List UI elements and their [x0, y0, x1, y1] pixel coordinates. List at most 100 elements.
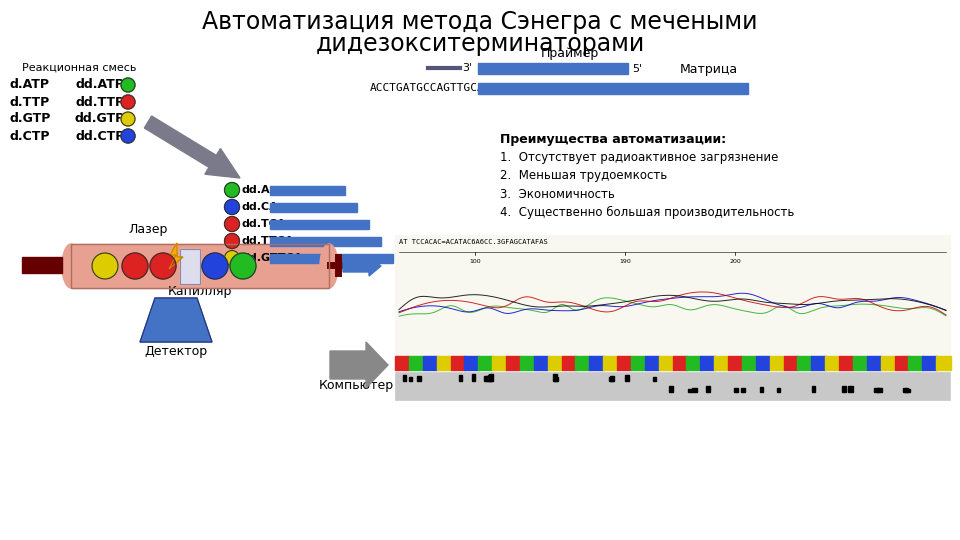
- FancyBboxPatch shape: [603, 356, 617, 370]
- FancyBboxPatch shape: [437, 356, 451, 370]
- Circle shape: [121, 95, 135, 109]
- FancyBboxPatch shape: [180, 249, 200, 284]
- FancyBboxPatch shape: [783, 356, 798, 370]
- FancyBboxPatch shape: [409, 377, 412, 381]
- Text: Детектор: Детектор: [144, 346, 207, 359]
- Text: 4.  Существенно большая производительность: 4. Существенно большая производительност…: [500, 205, 794, 219]
- FancyBboxPatch shape: [826, 356, 839, 370]
- FancyBboxPatch shape: [908, 356, 923, 370]
- Text: dd.CTP: dd.CTP: [75, 130, 125, 143]
- Ellipse shape: [62, 244, 80, 288]
- FancyArrow shape: [343, 256, 381, 276]
- FancyBboxPatch shape: [270, 237, 381, 246]
- FancyBboxPatch shape: [562, 356, 576, 370]
- FancyBboxPatch shape: [645, 356, 660, 370]
- Circle shape: [225, 233, 239, 248]
- FancyBboxPatch shape: [700, 356, 714, 370]
- FancyBboxPatch shape: [923, 356, 937, 370]
- FancyBboxPatch shape: [895, 356, 909, 370]
- FancyBboxPatch shape: [653, 377, 656, 381]
- Text: Матрица: Матрица: [680, 63, 738, 76]
- Text: 190: 190: [619, 259, 631, 264]
- FancyBboxPatch shape: [867, 356, 881, 370]
- FancyBboxPatch shape: [547, 356, 562, 370]
- FancyBboxPatch shape: [395, 372, 950, 400]
- FancyBboxPatch shape: [734, 388, 738, 392]
- FancyBboxPatch shape: [688, 389, 692, 392]
- FancyBboxPatch shape: [488, 375, 492, 381]
- Circle shape: [121, 78, 135, 92]
- Text: dd.GTTCA: dd.GTTCA: [242, 253, 303, 263]
- FancyBboxPatch shape: [478, 63, 628, 74]
- Polygon shape: [169, 243, 183, 269]
- Circle shape: [150, 253, 176, 279]
- Text: dd.TTCA: dd.TTCA: [242, 236, 295, 246]
- FancyBboxPatch shape: [520, 356, 535, 370]
- Text: ACCTGATGCCAGTTGCAAGT: ACCTGATGCCAGTTGCAAGT: [370, 83, 505, 93]
- FancyBboxPatch shape: [741, 388, 745, 392]
- Text: 3.  Экономичность: 3. Экономичность: [500, 187, 614, 200]
- Text: Лазер: Лазер: [129, 224, 168, 237]
- Text: d.CTP: d.CTP: [10, 130, 50, 143]
- Text: d.TTP: d.TTP: [10, 96, 50, 109]
- Text: dd.GTP: dd.GTP: [75, 112, 125, 125]
- FancyBboxPatch shape: [450, 356, 465, 370]
- FancyBboxPatch shape: [742, 356, 756, 370]
- FancyBboxPatch shape: [770, 356, 784, 370]
- Ellipse shape: [320, 244, 338, 288]
- Text: dd.CA: dd.CA: [242, 202, 278, 212]
- Text: dd.A: dd.A: [242, 185, 271, 195]
- Circle shape: [121, 129, 135, 143]
- FancyBboxPatch shape: [812, 386, 815, 392]
- Circle shape: [225, 217, 239, 232]
- FancyBboxPatch shape: [417, 376, 421, 381]
- FancyBboxPatch shape: [534, 356, 548, 370]
- FancyBboxPatch shape: [880, 356, 895, 370]
- Text: −: −: [35, 256, 50, 274]
- Text: Преимущества автоматизации:: Преимущества автоматизации:: [500, 133, 726, 146]
- FancyBboxPatch shape: [270, 254, 393, 263]
- FancyBboxPatch shape: [617, 356, 632, 370]
- Circle shape: [122, 253, 148, 279]
- FancyBboxPatch shape: [459, 375, 462, 381]
- FancyBboxPatch shape: [409, 356, 423, 370]
- Circle shape: [230, 253, 256, 279]
- FancyBboxPatch shape: [811, 356, 826, 370]
- FancyBboxPatch shape: [798, 356, 812, 370]
- FancyBboxPatch shape: [839, 356, 853, 370]
- Circle shape: [92, 253, 118, 279]
- Text: d.ATP: d.ATP: [10, 78, 50, 91]
- FancyBboxPatch shape: [669, 386, 673, 392]
- FancyBboxPatch shape: [22, 257, 62, 273]
- Circle shape: [121, 112, 135, 126]
- FancyBboxPatch shape: [478, 356, 492, 370]
- FancyBboxPatch shape: [492, 356, 507, 370]
- FancyBboxPatch shape: [936, 356, 950, 370]
- FancyBboxPatch shape: [852, 356, 867, 370]
- Text: 2.  Меньшая трудоемкость: 2. Меньшая трудоемкость: [500, 170, 667, 183]
- FancyBboxPatch shape: [422, 356, 437, 370]
- FancyBboxPatch shape: [486, 376, 490, 381]
- Text: Реакционная смесь: Реакционная смесь: [22, 63, 136, 73]
- FancyBboxPatch shape: [874, 388, 879, 392]
- FancyBboxPatch shape: [609, 377, 613, 381]
- FancyBboxPatch shape: [848, 386, 853, 392]
- Text: Праймер: Праймер: [540, 46, 599, 59]
- Text: Автоматизация метода Сэнегра с мечеными: Автоматизация метода Сэнегра с мечеными: [203, 10, 757, 34]
- FancyBboxPatch shape: [905, 389, 910, 392]
- FancyBboxPatch shape: [71, 244, 329, 288]
- FancyBboxPatch shape: [777, 388, 780, 392]
- FancyBboxPatch shape: [877, 388, 882, 392]
- Text: dd.TCA: dd.TCA: [242, 219, 286, 229]
- FancyBboxPatch shape: [659, 356, 673, 370]
- Text: d.GTP: d.GTP: [10, 112, 51, 125]
- FancyBboxPatch shape: [692, 388, 697, 392]
- Polygon shape: [144, 116, 240, 178]
- Text: 200: 200: [730, 259, 741, 264]
- Circle shape: [225, 199, 239, 214]
- FancyBboxPatch shape: [472, 374, 475, 381]
- FancyBboxPatch shape: [625, 375, 629, 381]
- FancyBboxPatch shape: [270, 203, 357, 212]
- FancyBboxPatch shape: [760, 387, 763, 392]
- Circle shape: [202, 253, 228, 279]
